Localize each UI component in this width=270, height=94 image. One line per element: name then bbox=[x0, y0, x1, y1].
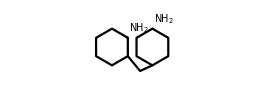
Text: NH$_2$: NH$_2$ bbox=[129, 21, 149, 35]
Text: NH$_2$: NH$_2$ bbox=[154, 12, 173, 26]
